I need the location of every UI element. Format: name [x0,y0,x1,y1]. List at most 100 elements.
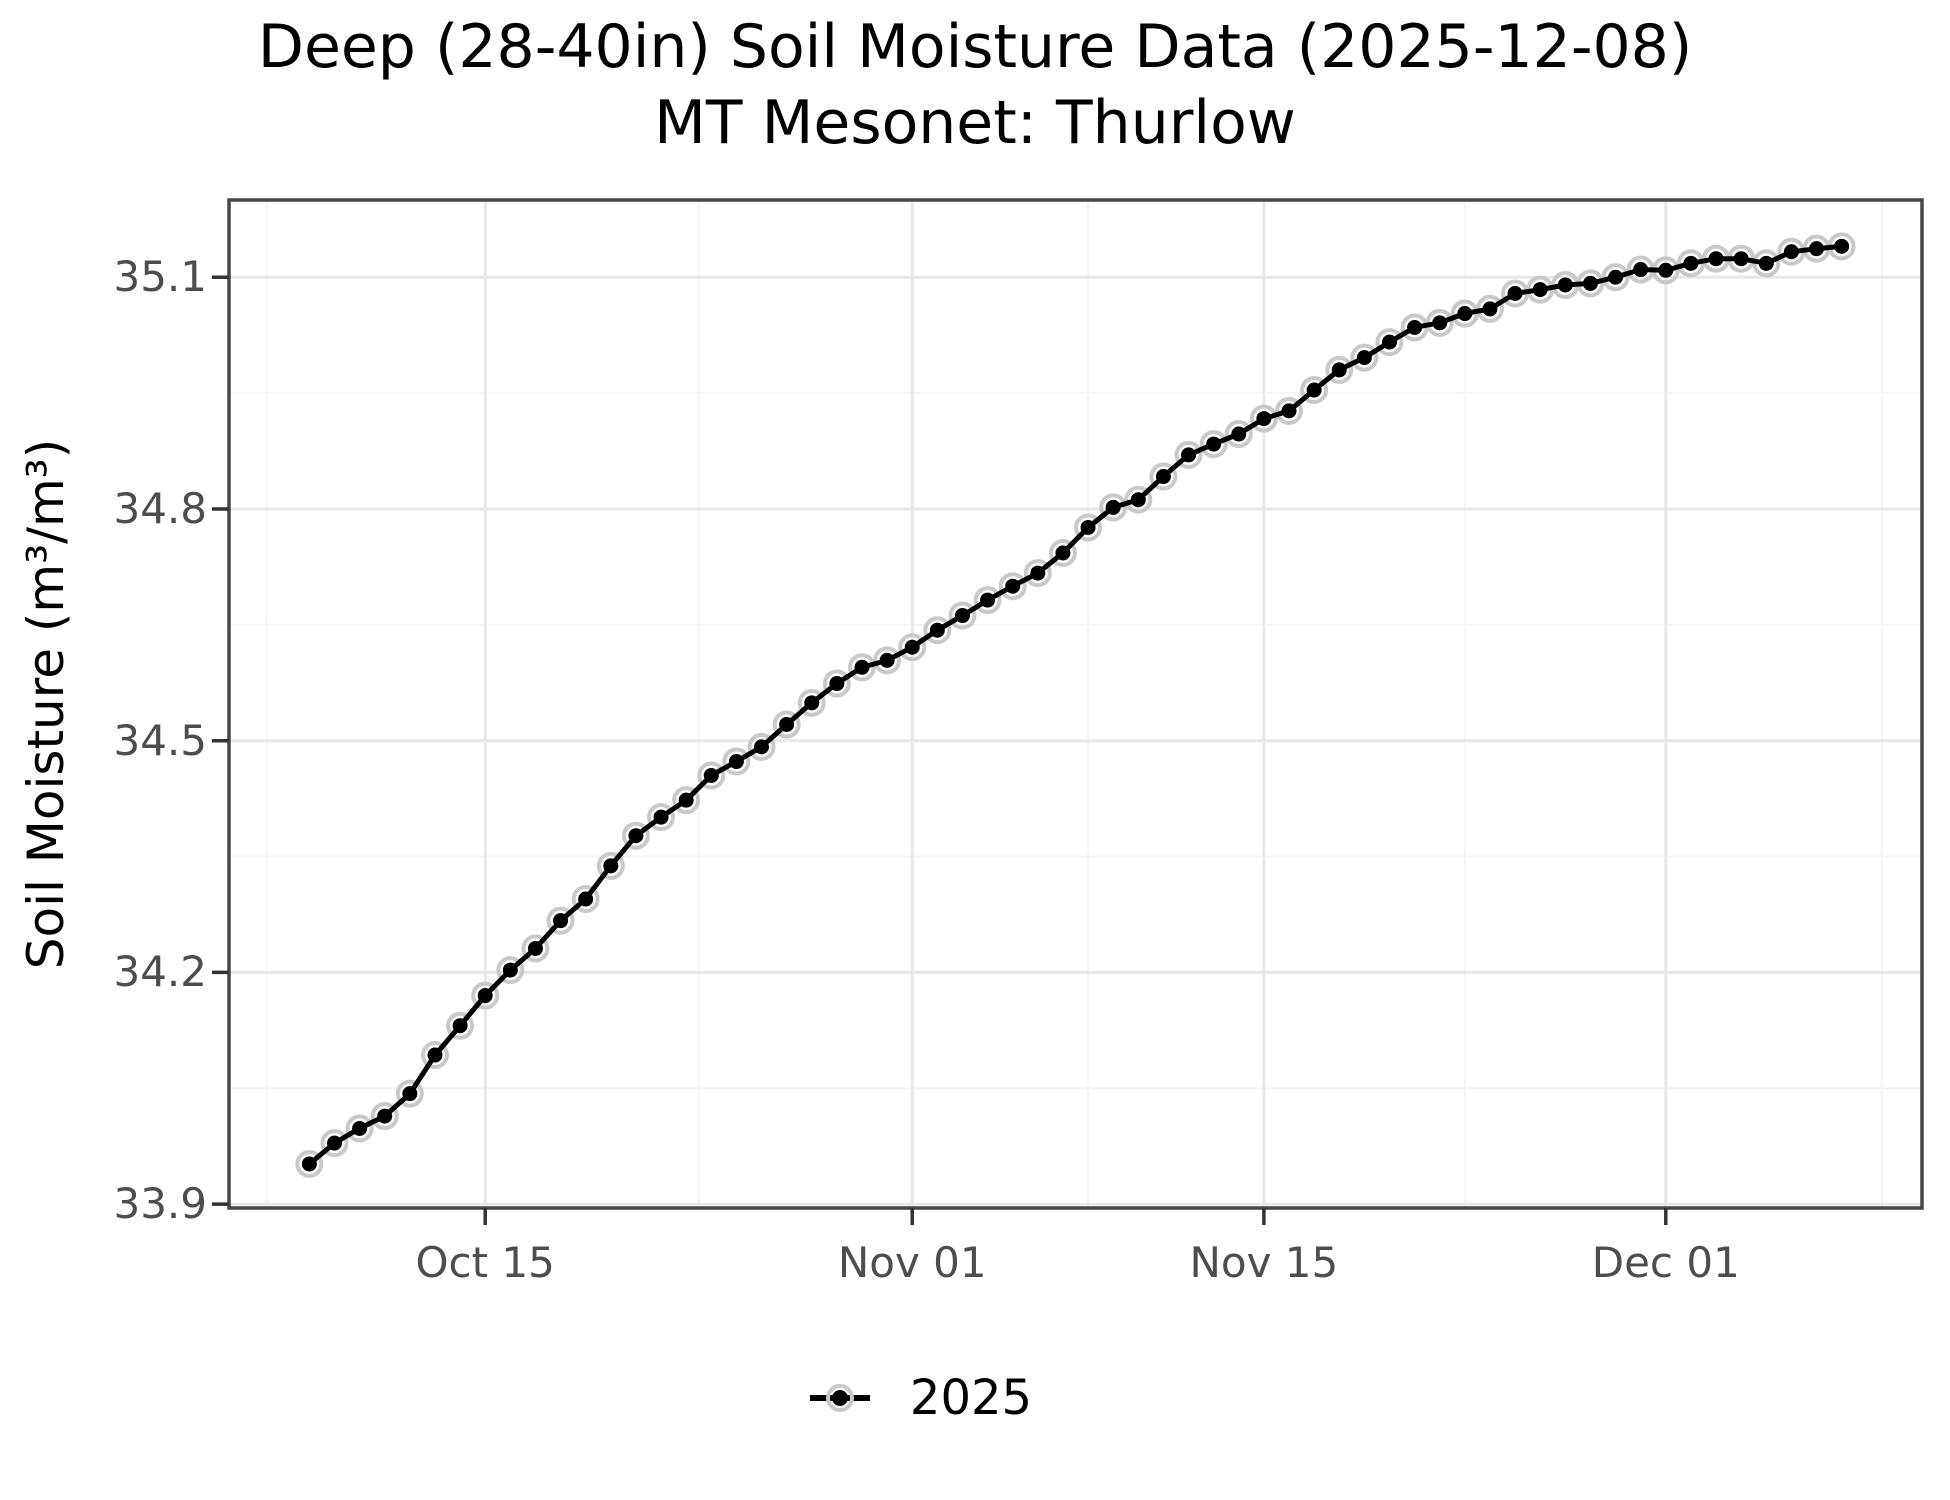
data-point [1331,362,1347,378]
data-point [477,988,493,1004]
chart-subtitle: MT Mesonet: Thurlow [654,88,1296,158]
data-point [653,809,669,825]
data-point-halo [973,586,1002,615]
data-point [1356,350,1372,366]
data-point-halo [446,1011,475,1040]
data-point [377,1108,393,1124]
data-point [678,792,694,808]
data-point-halo [1124,485,1153,514]
data-point-halo [1174,440,1203,469]
data-point [326,1135,342,1151]
data-point-halo [395,1079,424,1108]
data-point [1155,469,1171,485]
data-point [1507,285,1523,301]
data-point [703,767,719,783]
data-point [1608,269,1624,285]
data-point-halo [923,616,952,645]
data-point [1482,301,1498,317]
data-point-halo [1199,430,1228,459]
x-tick-label: Nov 01 [837,1238,987,1287]
data-point [929,622,945,638]
data-point-halo [345,1114,374,1143]
data-point-halo [722,747,751,776]
data-point-halo [320,1129,349,1158]
data-point [1407,319,1423,335]
data-point-halo [496,956,525,985]
data-point [1306,382,1322,398]
data-point [1432,315,1448,331]
chart-title: Deep (28-40in) Soil Moisture Data (2025-… [257,12,1693,82]
x-tick-label: Nov 15 [1189,1238,1339,1287]
legend: 2025 [0,1368,1895,1428]
data-point-halo [420,1041,449,1070]
data-point [628,828,644,844]
data-point-halo [571,885,600,914]
data-point [1582,275,1598,291]
data-point [1633,262,1649,278]
data-point-halo [672,786,701,815]
data-point [779,716,795,732]
data-point-halo [1224,420,1253,449]
data-point-halo [772,710,801,739]
data-point [1834,238,1850,254]
data-point [1030,565,1046,581]
data-point [1256,411,1272,427]
data-point-halo [521,934,550,963]
panel-background [229,200,1922,1208]
data-point-halo [295,1149,324,1178]
data-point-halo [797,688,826,717]
data-point-halo [370,1102,399,1131]
data-point [427,1047,443,1063]
y-tick-label: 34.2 [113,947,207,997]
data-point [1206,436,1222,452]
data-point [1457,306,1473,322]
data-point [1708,251,1724,267]
data-point [1231,426,1247,442]
data-point-halo [546,906,575,935]
data-point [1130,492,1146,508]
data-point [1733,251,1749,267]
data-point [553,913,569,929]
data-point-halo [998,572,1027,601]
data-point-halo [596,851,625,880]
data-point [1658,262,1674,278]
data-point [804,695,820,711]
data-point [754,739,770,755]
data-point-halo [898,633,927,662]
data-point-halo [697,761,726,790]
y-tick-label: 34.8 [113,483,207,533]
data-point [603,858,619,874]
data-point [1055,545,1071,561]
y-tick-label: 34.5 [113,715,207,765]
data-point [1783,244,1799,260]
data-point [1381,334,1397,350]
data-point [1181,447,1197,463]
data-point [728,754,744,770]
panel-border [227,198,1924,1210]
data-point [980,592,996,608]
data-point [1532,282,1548,298]
data-point [301,1156,317,1172]
data-point-halo [1048,538,1077,567]
data-point [854,659,870,675]
data-point [1758,255,1774,271]
data-point-halo [873,646,902,675]
data-point-halo [1099,493,1128,522]
data-point [402,1086,418,1102]
data-point-halo [621,821,650,850]
data-point [954,608,970,624]
data-point-halo [647,803,676,832]
data-point [1281,403,1297,419]
data-point-halo [747,732,776,761]
data-point [879,652,895,668]
data-point-halo [822,669,851,698]
data-point-halo [1249,404,1278,433]
data-point [1080,520,1096,536]
data-point-halo [847,653,876,682]
data-point [452,1018,468,1034]
data-point-halo [1300,376,1329,405]
data-point-halo [1325,355,1354,384]
data-point-halo [1023,559,1052,588]
